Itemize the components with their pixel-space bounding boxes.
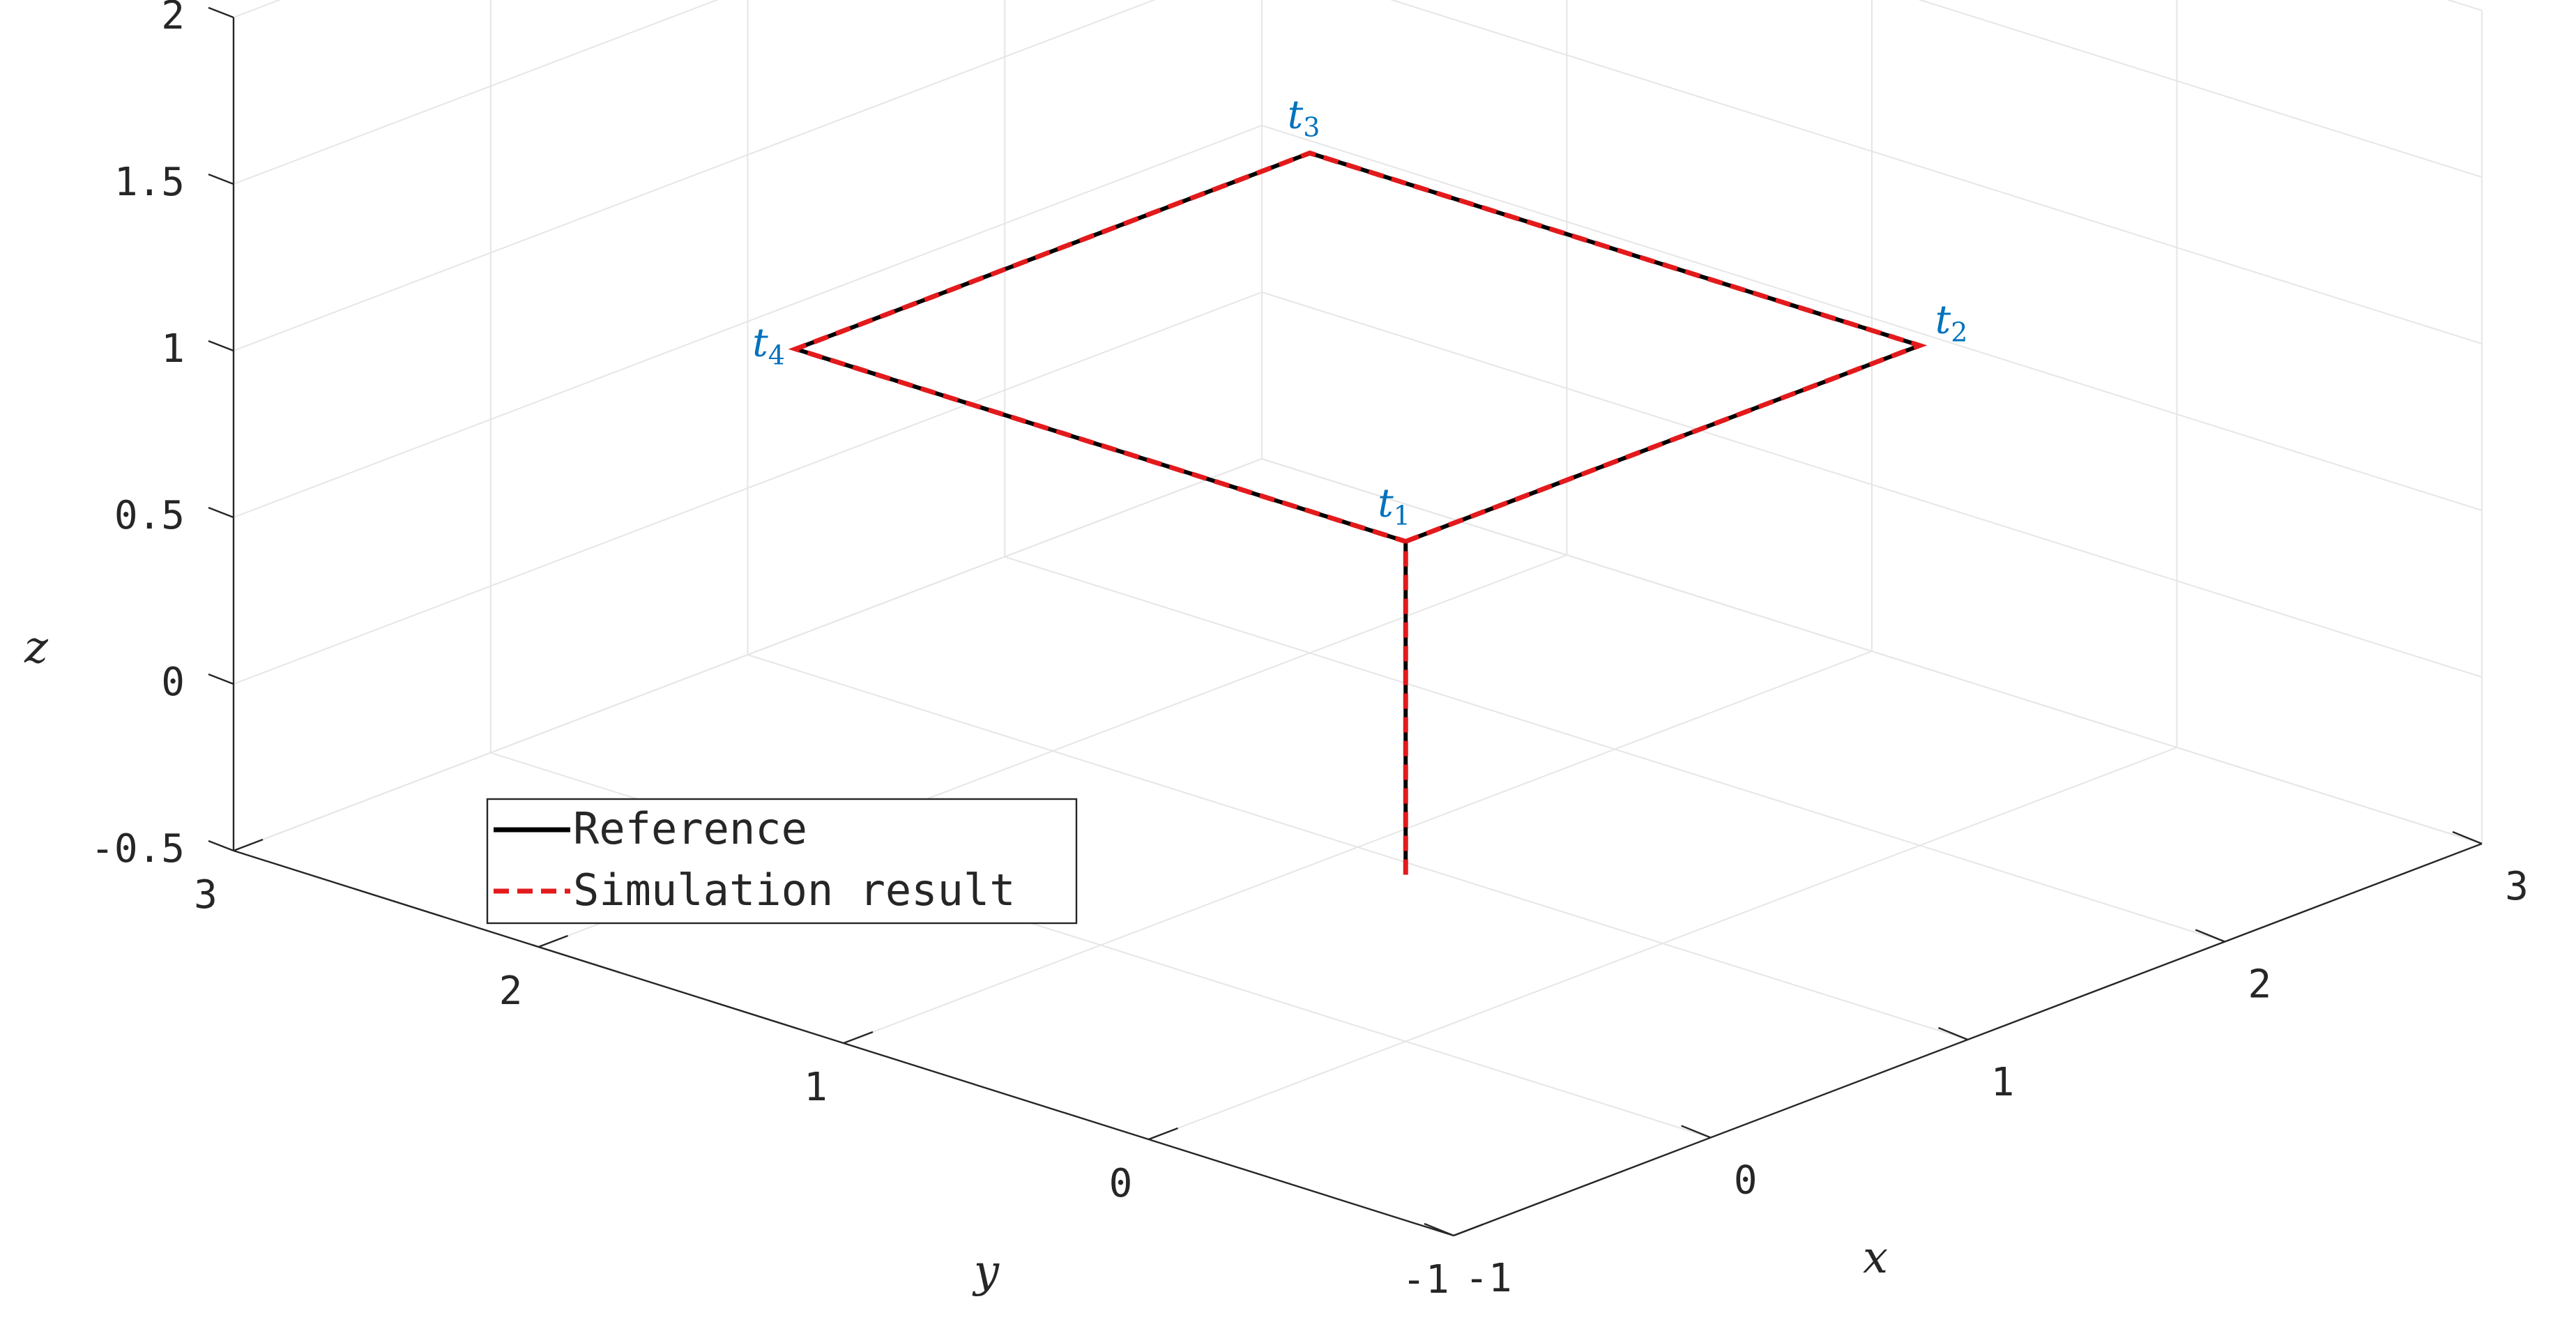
y-tick-mark-3 — [538, 934, 568, 948]
y-tick-mark-0 — [1453, 1223, 1484, 1237]
grid-wall-yz-4 — [233, 0, 719, 185]
z-tick-label-2: 0.5 — [114, 493, 185, 538]
y-axis-label: y — [972, 1246, 1000, 1298]
x-tick-label-2: 1 — [1991, 1060, 2015, 1105]
x-tick-label-4: 3 — [2505, 864, 2529, 909]
grid-wall-xz-3 — [1389, 0, 2483, 344]
legend-entry-simulation-result: Simulation result — [573, 865, 1016, 916]
legend-box — [486, 798, 1078, 925]
legend: Reference Simulation result — [486, 798, 1078, 925]
y-tick-label-4: 3 — [194, 872, 218, 918]
grid-layer — [233, 0, 2483, 1236]
z-axis-label: z — [24, 622, 49, 674]
y-tick-mark-1 — [1148, 1127, 1178, 1141]
z-tick-label-4: 1.5 — [114, 160, 185, 205]
z-tick-label-5: 2 — [161, 0, 185, 38]
z-tick-mark-5 — [208, 6, 234, 19]
series-line-reference — [789, 151, 1926, 875]
legend-entry-reference: Reference — [573, 803, 807, 854]
z-tick-label-3: 1 — [161, 326, 185, 372]
y-tick-label-2: 1 — [804, 1065, 828, 1110]
x-tick-mark-0 — [1424, 1222, 1454, 1237]
y-tick-label-1: 0 — [1109, 1161, 1133, 1206]
x-tick-label-0: -1 — [1465, 1256, 1511, 1301]
grid-wall-xz-2 — [1261, 125, 2483, 511]
z-tick-label-0: -0.5 — [91, 826, 185, 872]
point-label-t4: t4 — [752, 321, 785, 371]
x-tick-mark-1 — [1681, 1125, 1712, 1139]
z-tick-mark-1 — [208, 673, 234, 685]
grid-floor-y-1 — [1148, 747, 2177, 1140]
series-line-simulation-result — [788, 150, 1928, 875]
grid-floor-y-2 — [843, 651, 1873, 1044]
grid-wall-xz-0 — [1261, 458, 2483, 844]
z-tick-mark-3 — [208, 340, 234, 352]
point-label-t1: t1 — [1378, 481, 1410, 531]
x-tick-mark-4 — [2452, 830, 2483, 845]
grid-wall-yz-0 — [233, 458, 1263, 851]
grid-wall-xz-1 — [1261, 291, 2483, 678]
grid-wall-yz-3 — [233, 0, 1156, 351]
y-tick-label-0: -1 — [1402, 1257, 1449, 1303]
z-tick-mark-0 — [208, 840, 234, 852]
grid-wall-yz-2 — [233, 125, 1263, 518]
z-tick-mark-2 — [208, 506, 234, 519]
series-layer — [788, 150, 1928, 875]
point-label-t2: t2 — [1935, 298, 1968, 348]
grid-wall-yz-1 — [233, 291, 1263, 685]
x-tick-label-1: 0 — [1734, 1158, 1758, 1203]
y-tick-mark-2 — [843, 1031, 874, 1045]
x-tick-mark-3 — [2195, 929, 2225, 943]
y-tick-mark-4 — [233, 838, 264, 852]
grid-wall-xz-4 — [1918, 0, 2483, 178]
z-tick-label-1: 0 — [161, 660, 185, 705]
y-tick-label-3: 2 — [499, 969, 523, 1014]
point-label-t3: t3 — [1288, 93, 1320, 143]
x-tick-label-3: 2 — [2248, 962, 2271, 1008]
x-axis-label: x — [1863, 1232, 1888, 1284]
x-tick-mark-2 — [1938, 1026, 1968, 1041]
annotation-layer: t1 t2 t3 t4 — [752, 93, 1967, 531]
z-tick-mark-4 — [208, 173, 234, 185]
